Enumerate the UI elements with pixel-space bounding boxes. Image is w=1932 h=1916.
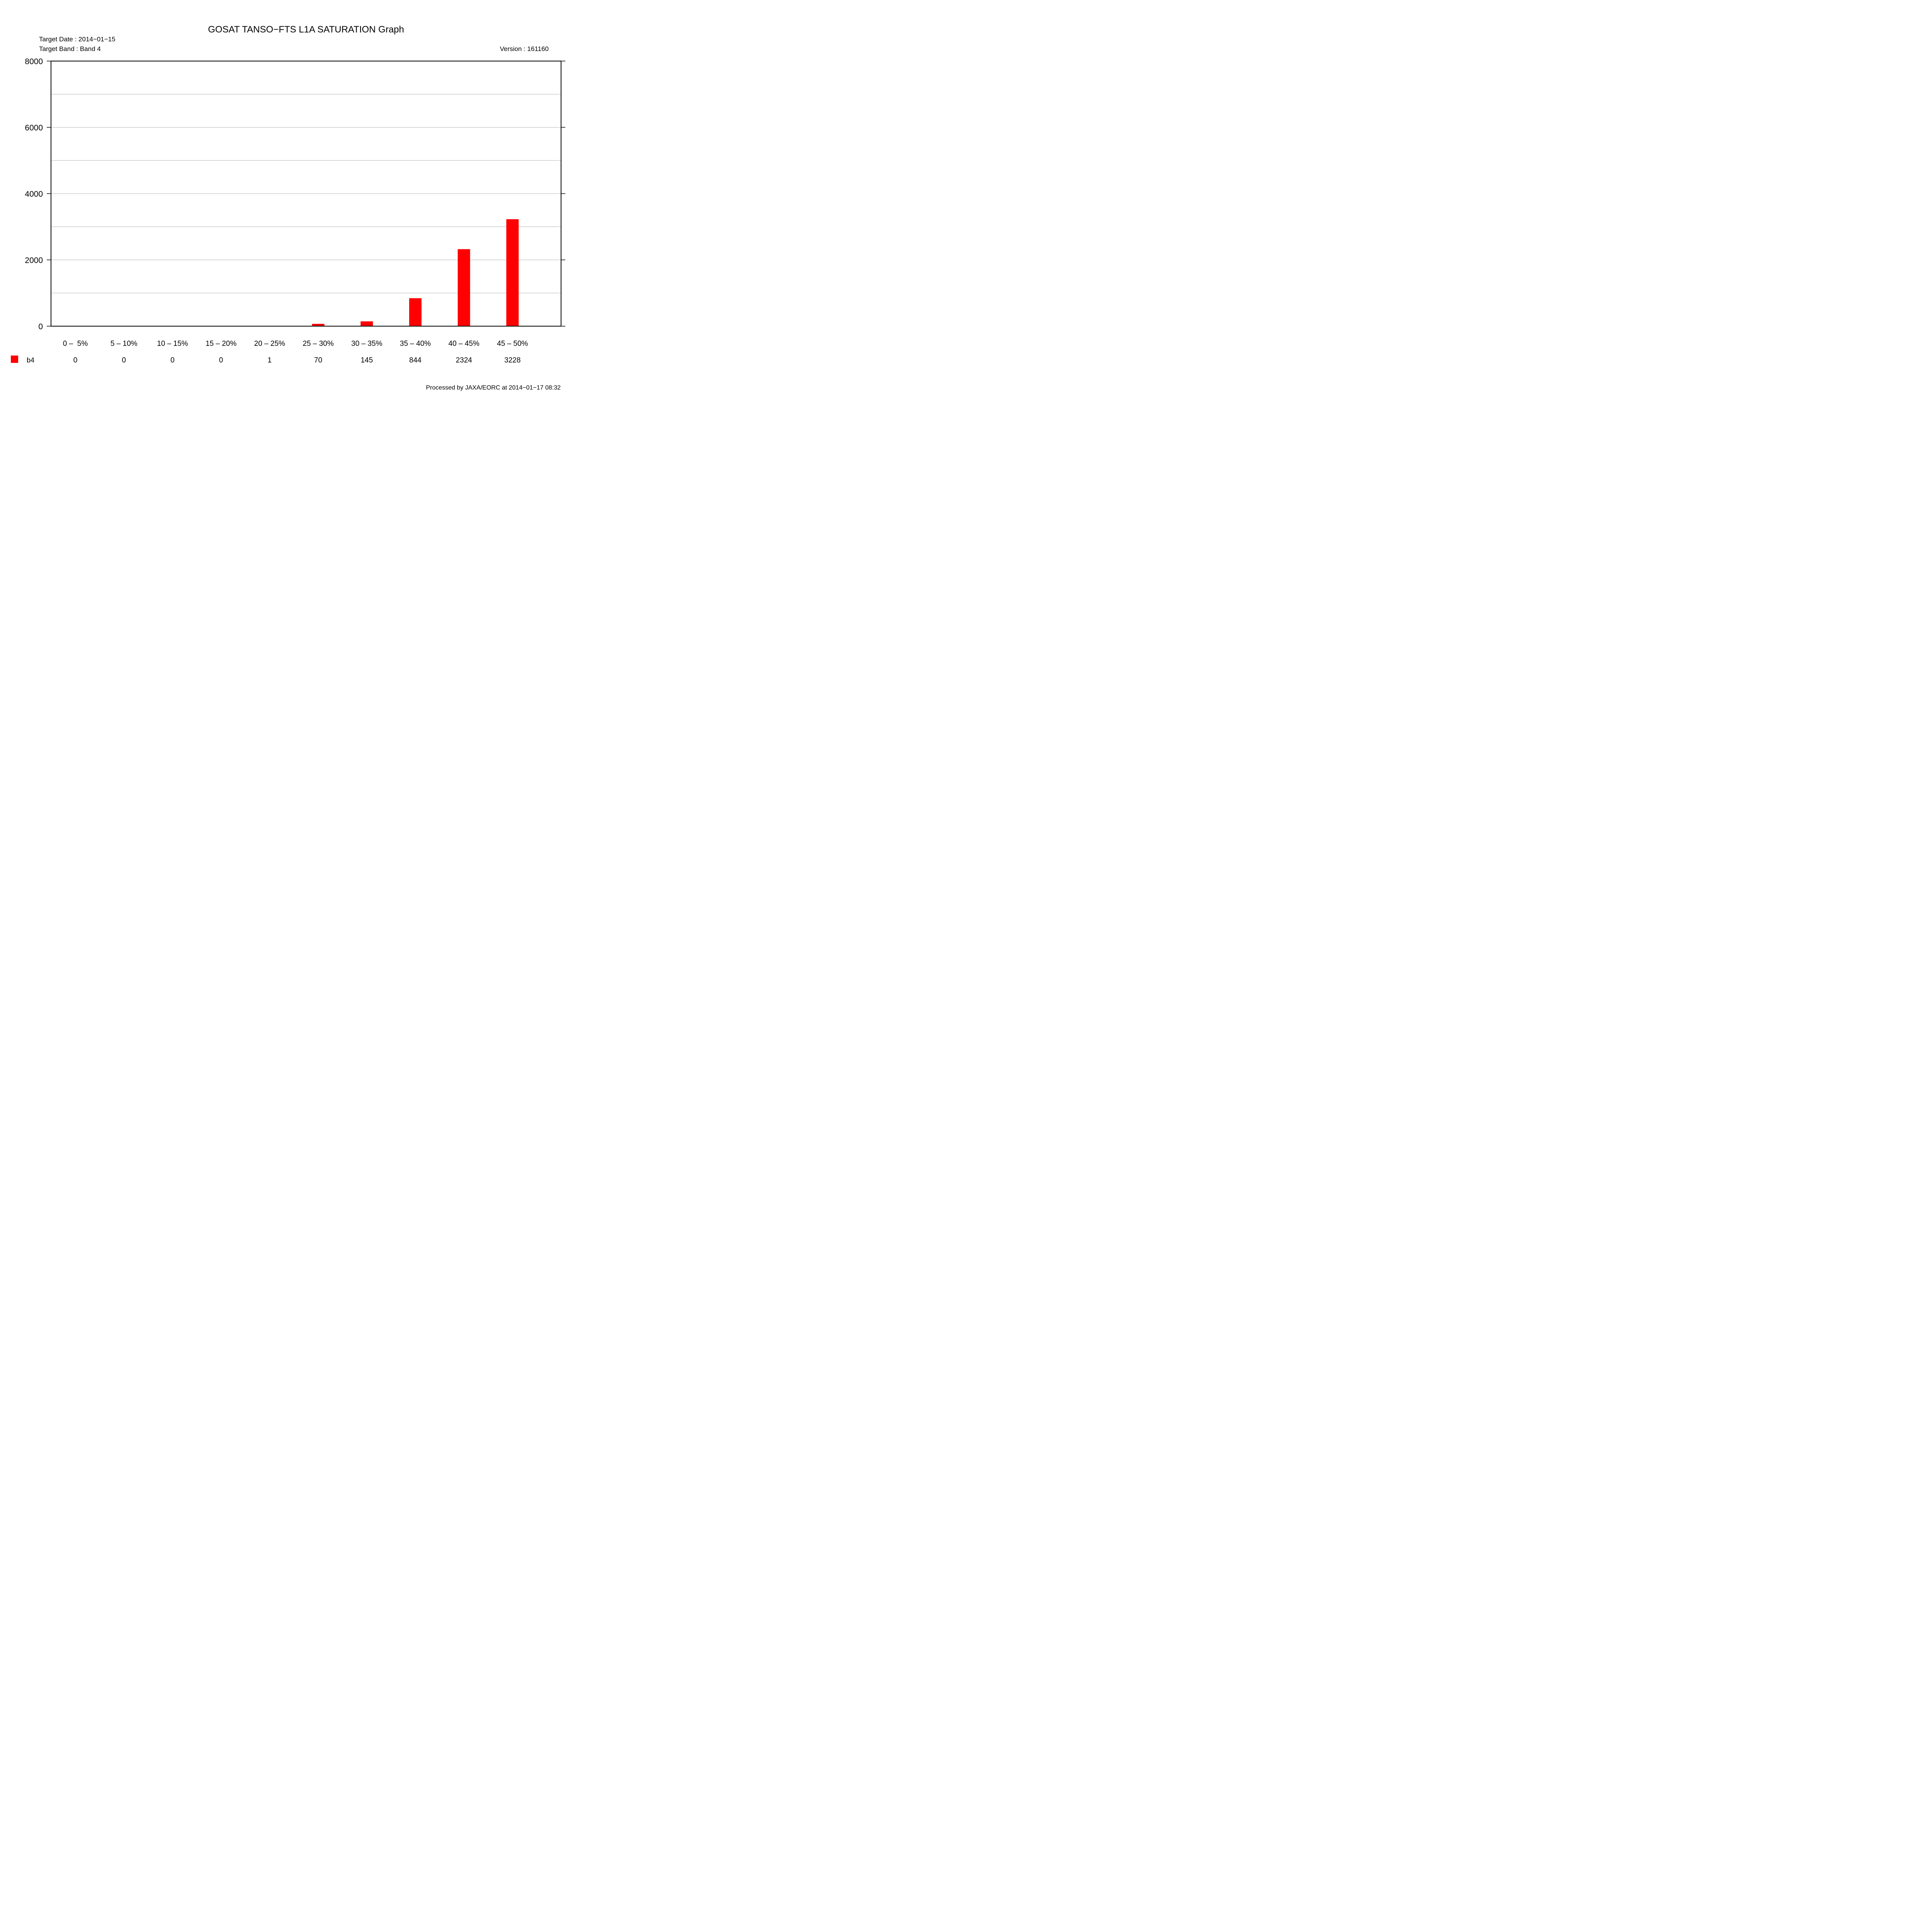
target-date-label: Target Date : 2014−01−15 <box>39 36 116 43</box>
y-axis-ticks <box>47 61 565 327</box>
saturation-chart: GOSAT TANSO−FTS L1A SATURATION Graph Tar… <box>11 24 565 391</box>
bar-10 <box>506 219 519 326</box>
bars <box>263 219 519 326</box>
legend-label-b4: b4 <box>27 356 34 364</box>
y-tick-label: 2000 <box>25 256 43 265</box>
value-label: 844 <box>409 356 422 364</box>
category-label: 45 – 50% <box>497 340 528 348</box>
value-label: 0 <box>170 356 175 364</box>
bar-8 <box>409 298 422 326</box>
target-band-label: Target Band : Band 4 <box>39 45 101 53</box>
bar-9 <box>457 249 470 326</box>
value-label: 0 <box>73 356 78 364</box>
value-label: 0 <box>219 356 223 364</box>
category-label: 35 – 40% <box>400 340 431 348</box>
value-label: 2324 <box>456 356 472 364</box>
value-label: 145 <box>361 356 373 364</box>
category-label: 20 – 25% <box>254 340 285 348</box>
value-label: 1 <box>268 356 272 364</box>
bar-6 <box>312 323 325 326</box>
legend-value-row: 0 0 0 0 1 70 145 844 2324 3228 <box>73 356 521 364</box>
processed-by-footer: Processed by JAXA/EORC at 2014−01−17 08:… <box>426 385 561 391</box>
value-label: 0 <box>122 356 126 364</box>
gridlines <box>51 94 561 293</box>
legend-swatch-b4 <box>11 356 18 363</box>
category-label: 15 – 20% <box>206 340 236 348</box>
category-label: 5 – 10% <box>111 340 138 348</box>
x-axis-category-labels: 0 – 5% 5 – 10% 10 – 15% 15 – 20% 20 – 25% 25 … <box>63 340 528 348</box>
y-axis-tick-labels: 0 2000 4000 6000 8000 <box>25 57 43 331</box>
value-label: 70 <box>314 356 322 364</box>
version-label: Version : 161160 <box>500 45 549 53</box>
category-label: 0 – 5% <box>63 340 88 348</box>
chart-title: GOSAT TANSO−FTS L1A SATURATION Graph <box>208 24 404 35</box>
category-label: 10 – 15% <box>157 340 188 348</box>
bar-7 <box>361 321 373 326</box>
value-label: 3228 <box>504 356 520 364</box>
y-tick-label: 4000 <box>25 190 43 199</box>
category-label: 30 – 35% <box>351 340 382 348</box>
category-label: 25 – 30% <box>303 340 333 348</box>
y-tick-label: 6000 <box>25 124 43 133</box>
category-label: 40 – 45% <box>448 340 479 348</box>
y-tick-label: 0 <box>38 322 43 331</box>
y-tick-label: 8000 <box>25 57 43 66</box>
